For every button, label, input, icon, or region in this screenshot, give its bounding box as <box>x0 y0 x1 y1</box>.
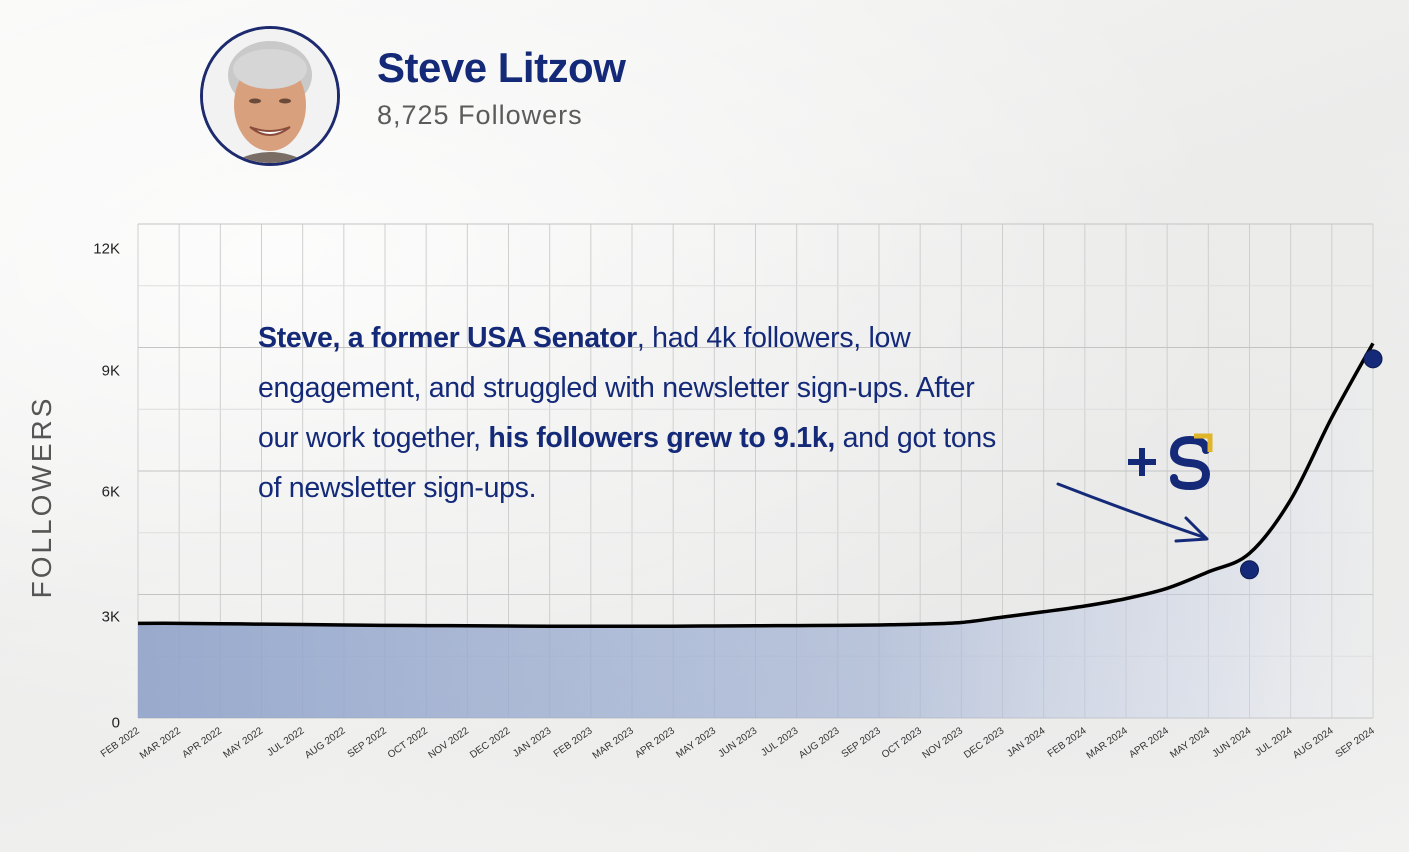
highlight-point <box>1240 560 1259 580</box>
plus-s-logo-icon <box>1128 433 1213 491</box>
x-tick-label: JUL 2022 <box>265 725 306 759</box>
x-tick-label: JUL 2023 <box>759 725 800 759</box>
y-tick-label: 12K <box>93 240 120 258</box>
follower-line <box>137 342 1375 628</box>
x-tick-label: DEC 2022 <box>468 725 512 761</box>
profile-name: Steve Litzow <box>377 44 626 91</box>
x-tick-label: SEP 2024 <box>1334 725 1377 760</box>
x-tick-label: APR 2023 <box>633 725 677 760</box>
x-tick-label: JUN 2023 <box>716 725 759 760</box>
x-tick-label: JUN 2024 <box>1210 725 1253 760</box>
case-study-annotation: Steve, a former USA Senator, had 4k foll… <box>258 313 1018 513</box>
annotation-text: and got tons of newsletter sign-ups. <box>258 422 996 504</box>
highlight-points <box>1240 349 1383 580</box>
arrow-pointer-icon <box>1056 482 1209 543</box>
avatar-portrait <box>203 29 337 163</box>
follower-area <box>138 343 1373 718</box>
x-tick-label: MAR 2022 <box>138 725 183 761</box>
x-tick-label: OCT 2022 <box>386 725 430 761</box>
x-tick-label: JUL 2024 <box>1253 725 1294 759</box>
x-tick-label: OCT 2023 <box>880 725 924 761</box>
annotation-text: , had 4k followers, low engagement, and … <box>258 322 975 454</box>
x-tick-label: SEP 2023 <box>840 725 883 760</box>
x-tick-label: NOV 2023 <box>920 725 965 761</box>
y-tick-label: 3K <box>101 608 120 626</box>
x-tick-label: APR 2022 <box>180 725 224 760</box>
x-tick-label: APR 2024 <box>1127 725 1171 760</box>
y-tick-label: 9K <box>101 362 120 380</box>
x-tick-label: FEB 2024 <box>1046 725 1089 760</box>
x-tick-label: AUG 2023 <box>797 725 842 761</box>
y-tick-label: 0 <box>111 714 120 732</box>
x-tick-label: SEP 2022 <box>346 725 389 760</box>
x-tick-label: MAR 2024 <box>1085 725 1130 761</box>
x-tick-label: FEB 2022 <box>99 725 142 760</box>
annotation-highlight: his followers grew to 9.1k, <box>488 422 836 454</box>
x-tick-label: FEB 2023 <box>552 725 595 760</box>
annotation-highlight: Steve, a former USA Senator <box>258 322 637 354</box>
x-tick-label: AUG 2024 <box>1291 725 1336 761</box>
x-tick-label: MAY 2024 <box>1168 725 1212 761</box>
x-tick-label: MAY 2023 <box>674 725 718 761</box>
x-tick-label: NOV 2022 <box>426 725 471 761</box>
x-tick-label: MAR 2023 <box>591 725 636 761</box>
x-tick-label: JAN 2024 <box>1005 725 1048 759</box>
x-tick-label: MAY 2022 <box>221 725 265 761</box>
follower-count: 8,725 Followers <box>377 100 583 130</box>
x-tick-label: DEC 2023 <box>962 725 1006 761</box>
highlight-point <box>1363 349 1383 369</box>
x-tick-label: JAN 2023 <box>511 725 554 759</box>
x-tick-label: AUG 2022 <box>303 725 348 761</box>
y-tick-label: 6K <box>101 483 120 501</box>
avatar <box>200 26 340 166</box>
